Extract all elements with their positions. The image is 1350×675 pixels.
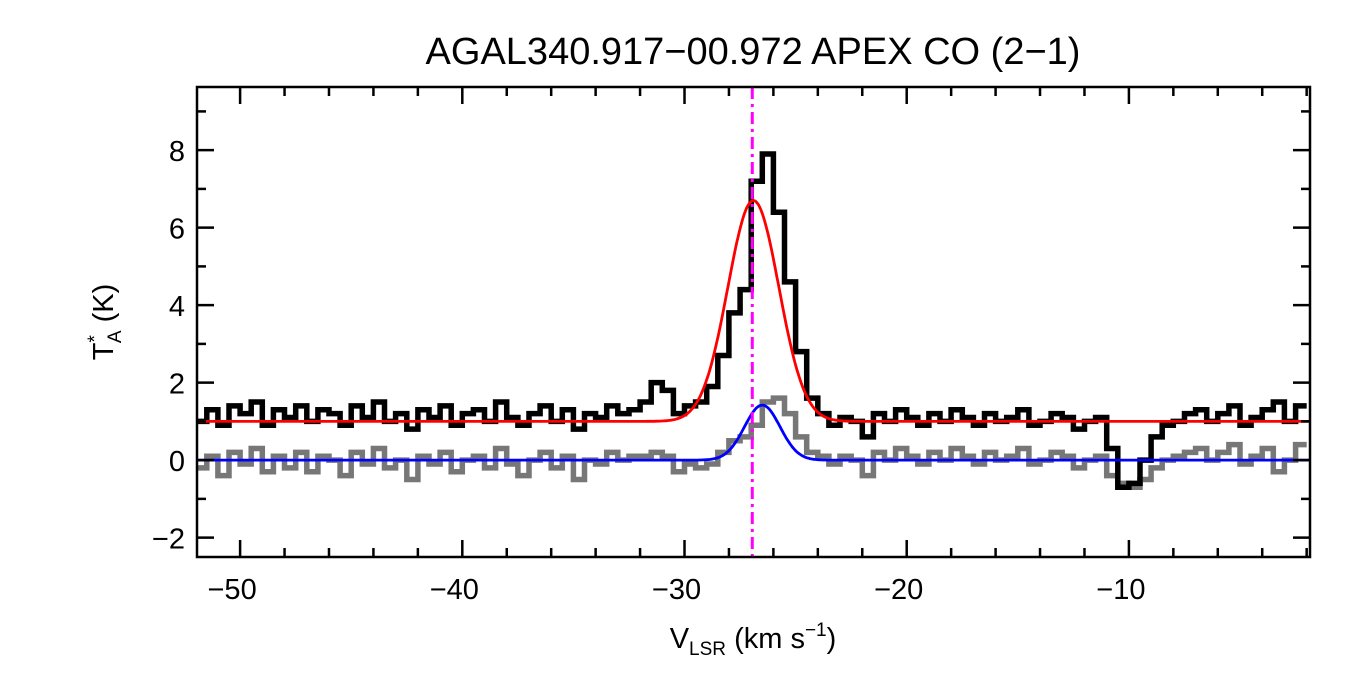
x-tick-label: −30 bbox=[652, 574, 701, 606]
y-tick-label: 8 bbox=[169, 136, 185, 168]
y-axis-label: T*A (K) bbox=[85, 284, 126, 361]
y-tick-label: 4 bbox=[169, 291, 185, 323]
x-tick-label: −50 bbox=[208, 574, 257, 606]
series-group bbox=[197, 87, 1310, 557]
y-tick-label: 2 bbox=[169, 369, 185, 401]
y-tick-label: −2 bbox=[152, 524, 185, 556]
spectrum-line bbox=[197, 151, 1307, 491]
plot-frame bbox=[195, 85, 1312, 559]
x-tick-label: −40 bbox=[430, 574, 479, 606]
gaussian-fit-line bbox=[197, 199, 1310, 423]
x-axis-label: VLSR (km s−1) bbox=[670, 620, 837, 660]
x-tick-label: −20 bbox=[874, 574, 923, 606]
x-tick-label: −10 bbox=[1096, 574, 1145, 606]
chart-title: AGAL340.917−00.972 APEX CO (2−1) bbox=[426, 31, 1081, 73]
y-tick-label: 0 bbox=[169, 446, 185, 478]
plot-area bbox=[197, 87, 1310, 557]
y-tick-label: 6 bbox=[169, 214, 185, 246]
